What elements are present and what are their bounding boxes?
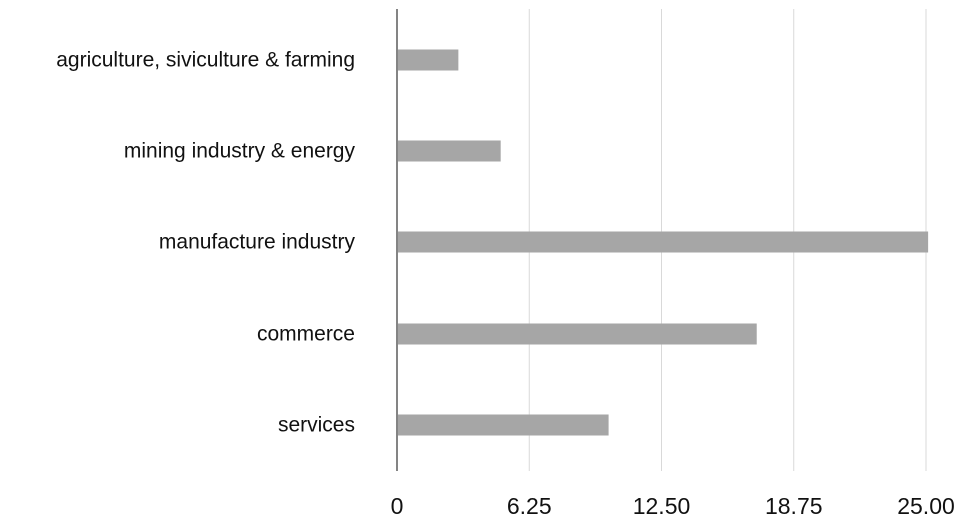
category-label: mining industry & energy [124,140,356,163]
x-tick-label: 6.25 [507,493,552,519]
x-tick-label: 0 [391,493,404,519]
bar-1 [398,140,501,162]
x-tick-label: 25.00 [897,493,955,519]
category-label: agriculture, siviculture & farming [56,49,355,72]
bar-0 [398,49,459,71]
bar-3 [398,323,757,345]
x-tick-label: 12.50 [633,493,691,519]
bar-4 [398,414,609,436]
bar-2 [398,231,929,253]
category-labels: agriculture, siviculture & farming mining… [56,49,355,437]
category-label: commerce [257,323,355,346]
x-axis-tick-labels: 0 6.25 12.50 18.75 25.00 [391,493,955,519]
category-label: manufacture industry [159,231,356,254]
category-label: services [278,414,355,437]
x-tick-label: 18.75 [765,493,823,519]
bars [398,49,929,436]
